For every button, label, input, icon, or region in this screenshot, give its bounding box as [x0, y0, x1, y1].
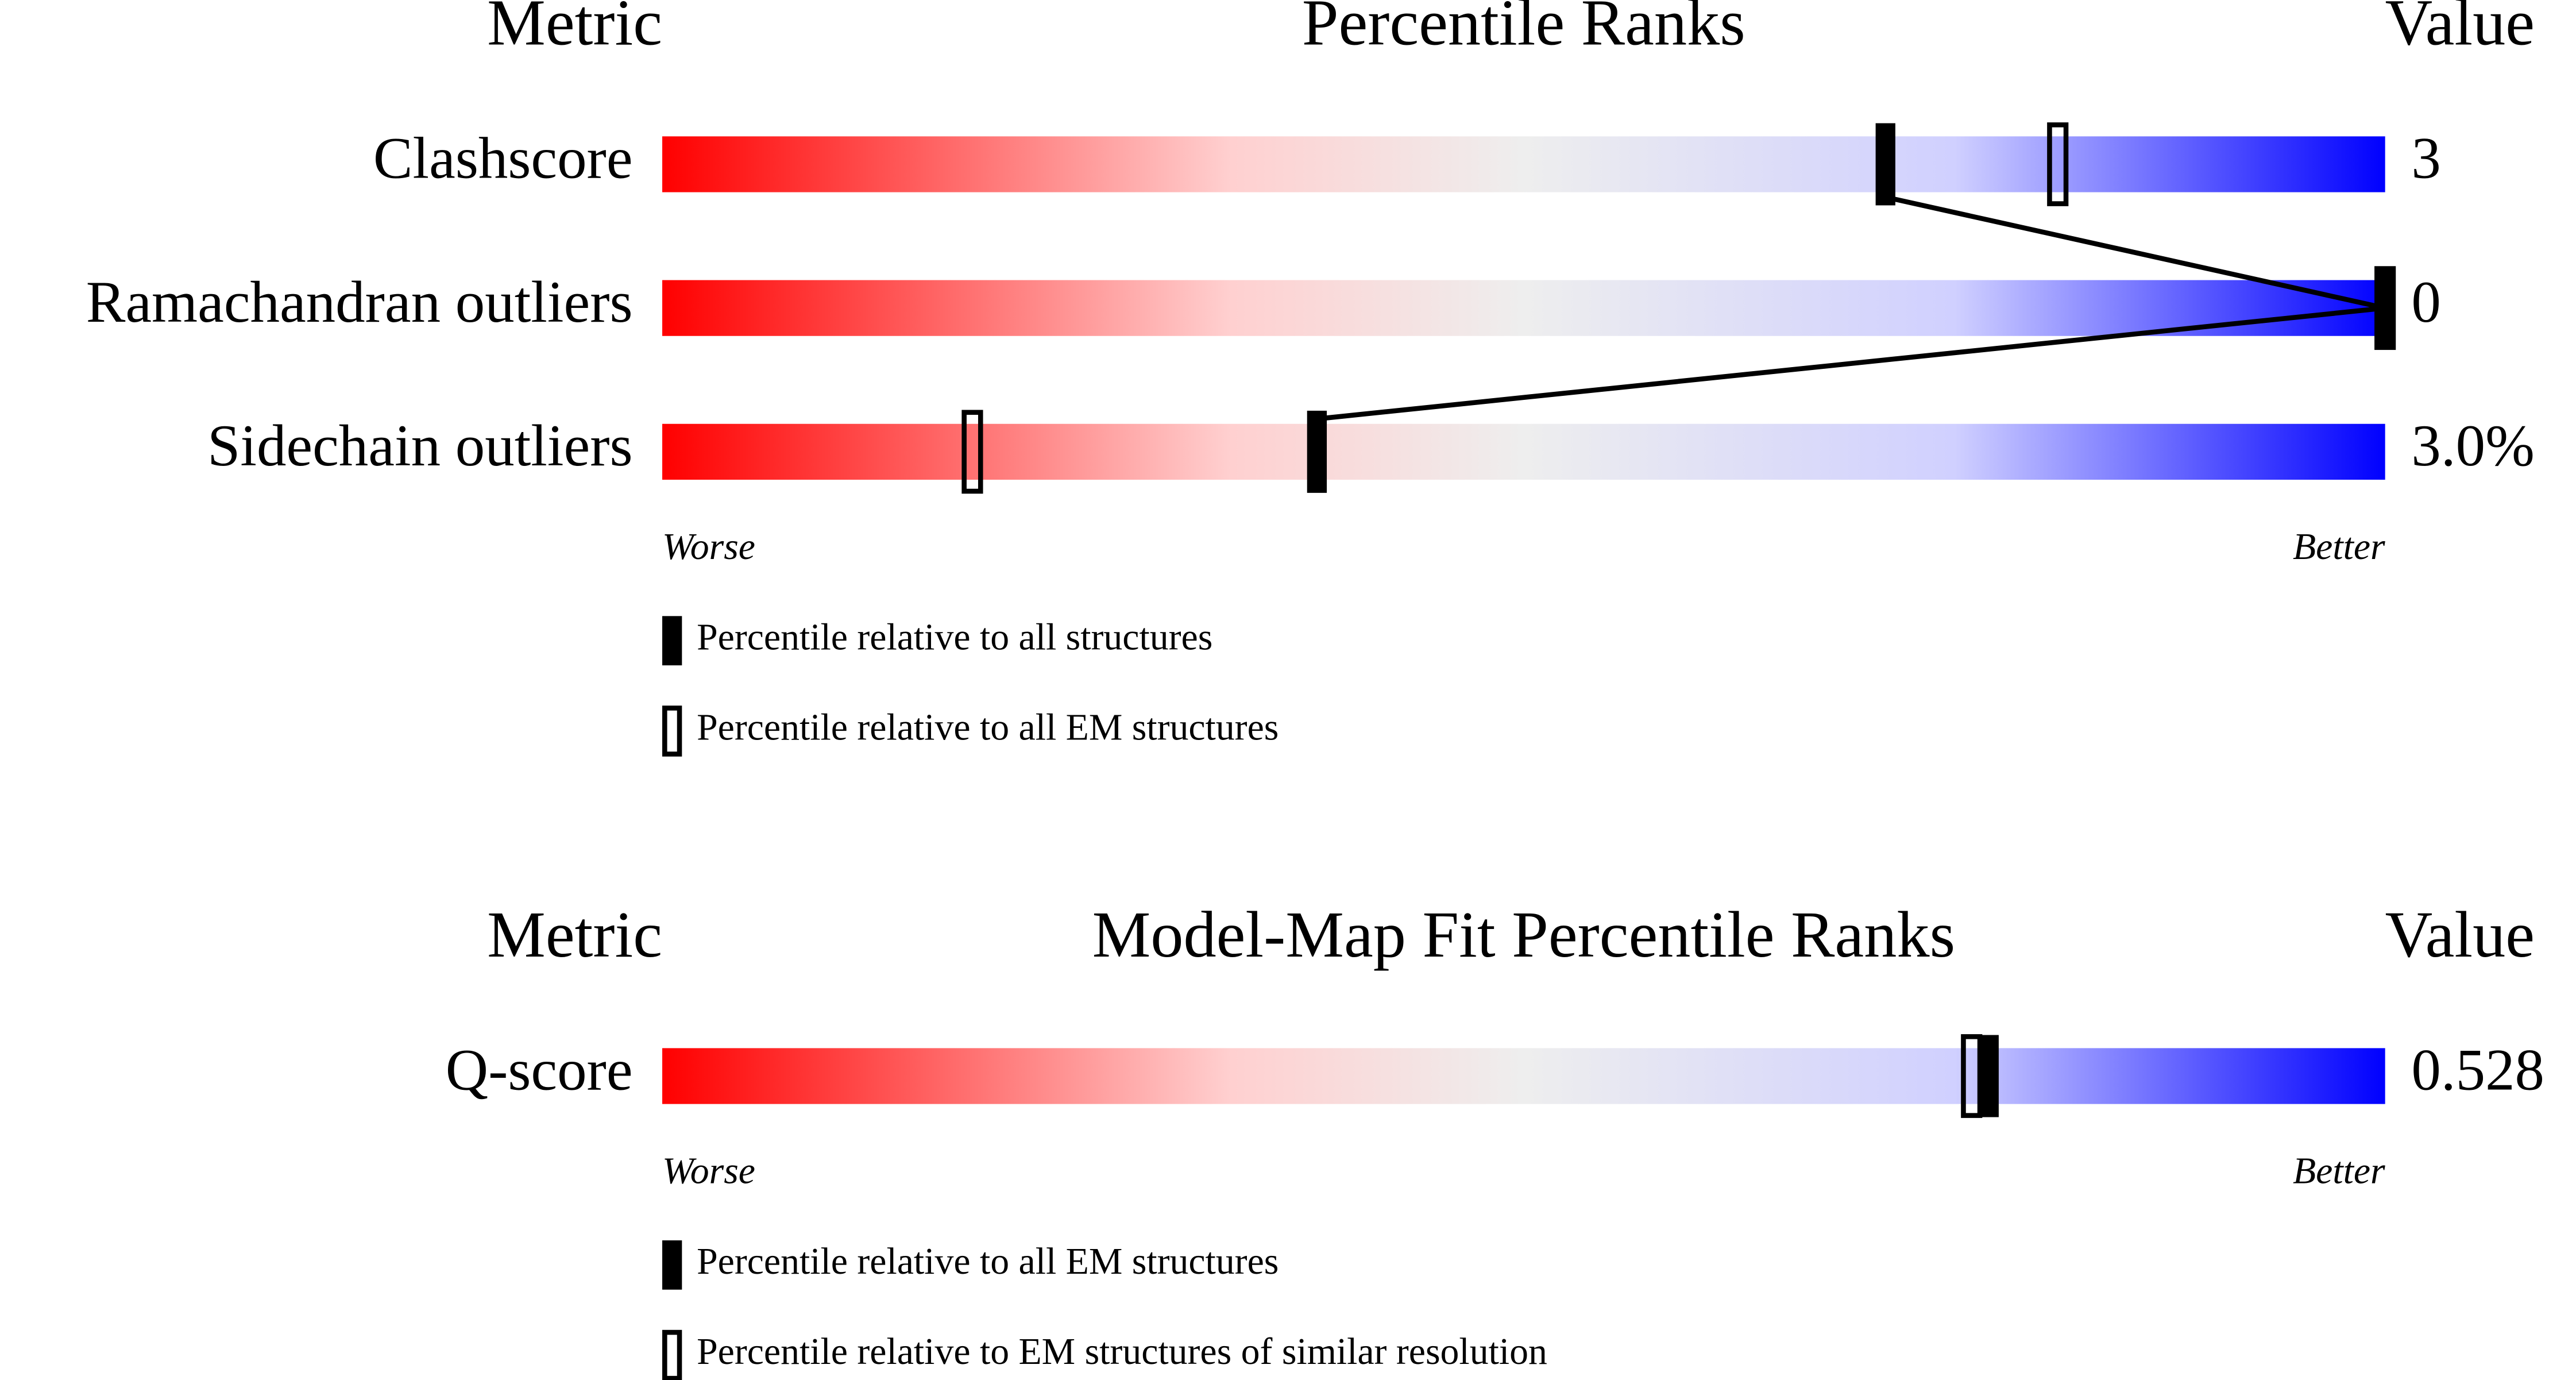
legend-label: Percentile relative to all EM structures	[697, 707, 1279, 749]
value-header: Value	[2385, 898, 2535, 971]
metric-label: Clashscore	[373, 126, 633, 191]
percentile-marker	[1979, 1035, 1999, 1117]
slider-bar	[662, 1048, 2385, 1104]
axis-low-label: Worse	[662, 526, 755, 568]
metric-value: 3	[2411, 126, 2440, 191]
legend-label: Percentile relative to all structures	[697, 616, 1212, 658]
legend-swatch	[662, 616, 682, 666]
legend-swatch-open	[662, 1329, 682, 1380]
legend-label: Percentile relative to EM structures of …	[697, 1331, 1547, 1373]
axis-high-label: Better	[2293, 526, 2385, 568]
slider-bar	[662, 280, 2385, 336]
metric-label: Q-score	[446, 1038, 633, 1103]
percentile-marker	[1307, 410, 1327, 493]
metric-value: 0.528	[2411, 1038, 2544, 1103]
metric-label: Sidechain outliers	[207, 413, 632, 479]
metric-value: 3.0%	[2411, 413, 2534, 479]
legend-swatch	[662, 1240, 682, 1290]
axis-high-label: Better	[2293, 1150, 2385, 1192]
legend-label: Percentile relative to all EM structures	[697, 1240, 1279, 1282]
percentile-marker-open	[961, 410, 983, 494]
metric-label: Ramachandran outliers	[86, 269, 633, 335]
percentile-marker-open	[2047, 122, 2069, 206]
slider-bar	[662, 136, 2385, 192]
legend-swatch-open	[662, 706, 682, 757]
metric-value: 0	[2411, 269, 2440, 335]
chart-title: Model-Map Fit Percentile Ranks	[1092, 898, 1956, 971]
percentile-marker	[1875, 123, 1895, 206]
percentile-marker	[2375, 267, 2395, 349]
chart-title: Percentile Ranks	[1302, 0, 1745, 59]
metric-header: Metric	[487, 0, 662, 59]
metric-header: Metric	[487, 898, 662, 971]
axis-low-label: Worse	[662, 1150, 755, 1192]
value-header: Value	[2385, 0, 2535, 59]
slider-bar	[662, 423, 2385, 480]
